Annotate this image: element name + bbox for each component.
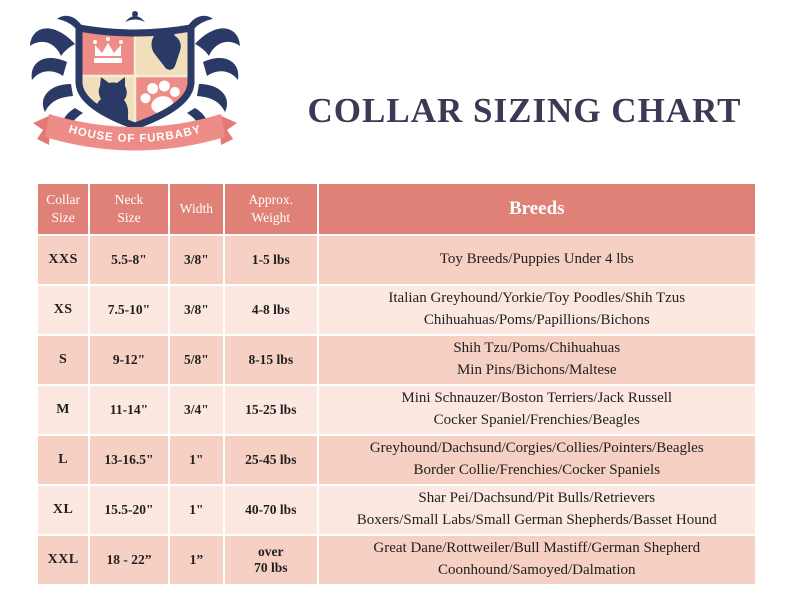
neck-size-cell: 18 - 22” [90,536,168,584]
dog-icon [151,28,181,70]
weight-cell: 15-25 lbs [225,386,317,434]
crest-top-ornament [125,11,145,22]
breeds-cell: Shar Pei/Dachsund/Pit Bulls/Retrievers B… [318,486,755,534]
neck-size-cell: 15.5-20" [90,486,168,534]
width-cell: 3/8" [169,286,223,334]
breeds-cell: Shih Tzu/Poms/Chihuahuas Min Pins/Bichon… [318,336,755,384]
collar-size-cell: XL [38,486,89,534]
logo-ribbon: HOUSE OF FURBABY [33,114,237,151]
neck-size-cell: 13-16.5" [90,436,168,484]
collar-size-cell: M [38,386,89,434]
breeds-cell: Italian Greyhound/Yorkie/Toy Poodles/Shi… [318,286,755,334]
collar-sizing-table: Collar Size Neck Size Width Approx. Weig… [36,182,757,586]
crest-flourish-left [30,15,85,136]
header-approx-weight: Approx. Weight [225,184,317,234]
neck-size-cell: 9-12" [90,336,168,384]
collar-size-cell: XS [38,286,89,334]
weight-cell: 25-45 lbs [225,436,317,484]
collar-size-cell: S [38,336,89,384]
weight-cell: 1-5 lbs [225,236,317,284]
header-neck-size: Neck Size [90,184,168,234]
width-cell: 1” [169,536,223,584]
breeds-cell: Mini Schnauzer/Boston Terriers/Jack Russ… [318,386,755,434]
table-row: XXS 5.5-8" 3/8" 1-5 lbs Toy Breeds/Puppi… [38,236,755,284]
width-cell: 5/8" [169,336,223,384]
weight-cell: 4-8 lbs [225,286,317,334]
width-cell: 3/8" [169,236,223,284]
table-row: M 11-14" 3/4" 15-25 lbs Mini Schnauzer/B… [38,386,755,434]
width-cell: 3/4" [169,386,223,434]
neck-size-cell: 7.5-10" [90,286,168,334]
crown-icon [93,37,123,63]
header-width: Width [169,184,223,234]
header-collar-size: Collar Size [38,184,89,234]
weight-cell: over 70 lbs [225,536,317,584]
header-breeds: Breeds [318,184,755,234]
table-row: L 13-16.5" 1" 25-45 lbs Greyhound/Dachsu… [38,436,755,484]
weight-cell: 40-70 lbs [225,486,317,534]
breeds-cell: Toy Breeds/Puppies Under 4 lbs [318,236,755,284]
neck-size-cell: 11-14" [90,386,168,434]
table-row: XL 15.5-20" 1" 40-70 lbs Shar Pei/Dachsu… [38,486,755,534]
neck-size-cell: 5.5-8" [90,236,168,284]
table-row: XS 7.5-10" 3/8" 4-8 lbs Italian Greyhoun… [38,286,755,334]
breeds-cell: Great Dane/Rottweiler/Bull Mastiff/Germa… [318,536,755,584]
breeds-cell: Greyhound/Dachsund/Corgies/Collies/Point… [318,436,755,484]
weight-cell: 8-15 lbs [225,336,317,384]
collar-size-cell: XXL [38,536,89,584]
collar-size-cell: L [38,436,89,484]
width-cell: 1" [169,486,223,534]
shield-border [75,23,195,130]
table-row: XXL 18 - 22” 1” over 70 lbs Great Dane/R… [38,536,755,584]
table-row: S 9-12" 5/8" 8-15 lbs Shih Tzu/Poms/Chih… [38,336,755,384]
collar-size-cell: XXS [38,236,89,284]
header-row: Collar Size Neck Size Width Approx. Weig… [38,184,755,234]
house-of-furbaby-logo: HOUSE OF FURBABY [30,11,240,151]
crest-flourish-right [185,15,240,136]
width-cell: 1" [169,436,223,484]
shield [79,28,191,126]
page-title: COLLAR SIZING CHART [307,91,742,131]
